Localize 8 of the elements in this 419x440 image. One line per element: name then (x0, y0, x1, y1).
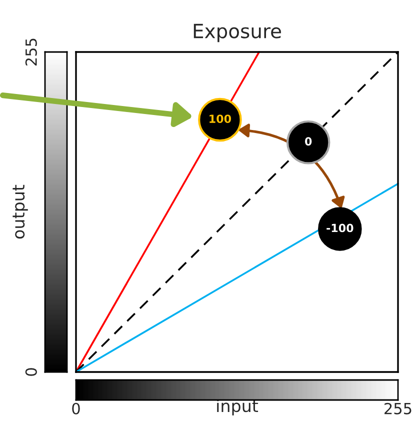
series-label: -100 (326, 224, 354, 232)
series-label: 100 (210, 114, 232, 123)
x-axis-title: input (217, 399, 258, 416)
chart-title: Exposure (194, 24, 281, 42)
series-label: 0 (305, 137, 312, 146)
point (286, 120, 330, 164)
point (198, 98, 242, 142)
y-axis-title: output (12, 184, 28, 239)
